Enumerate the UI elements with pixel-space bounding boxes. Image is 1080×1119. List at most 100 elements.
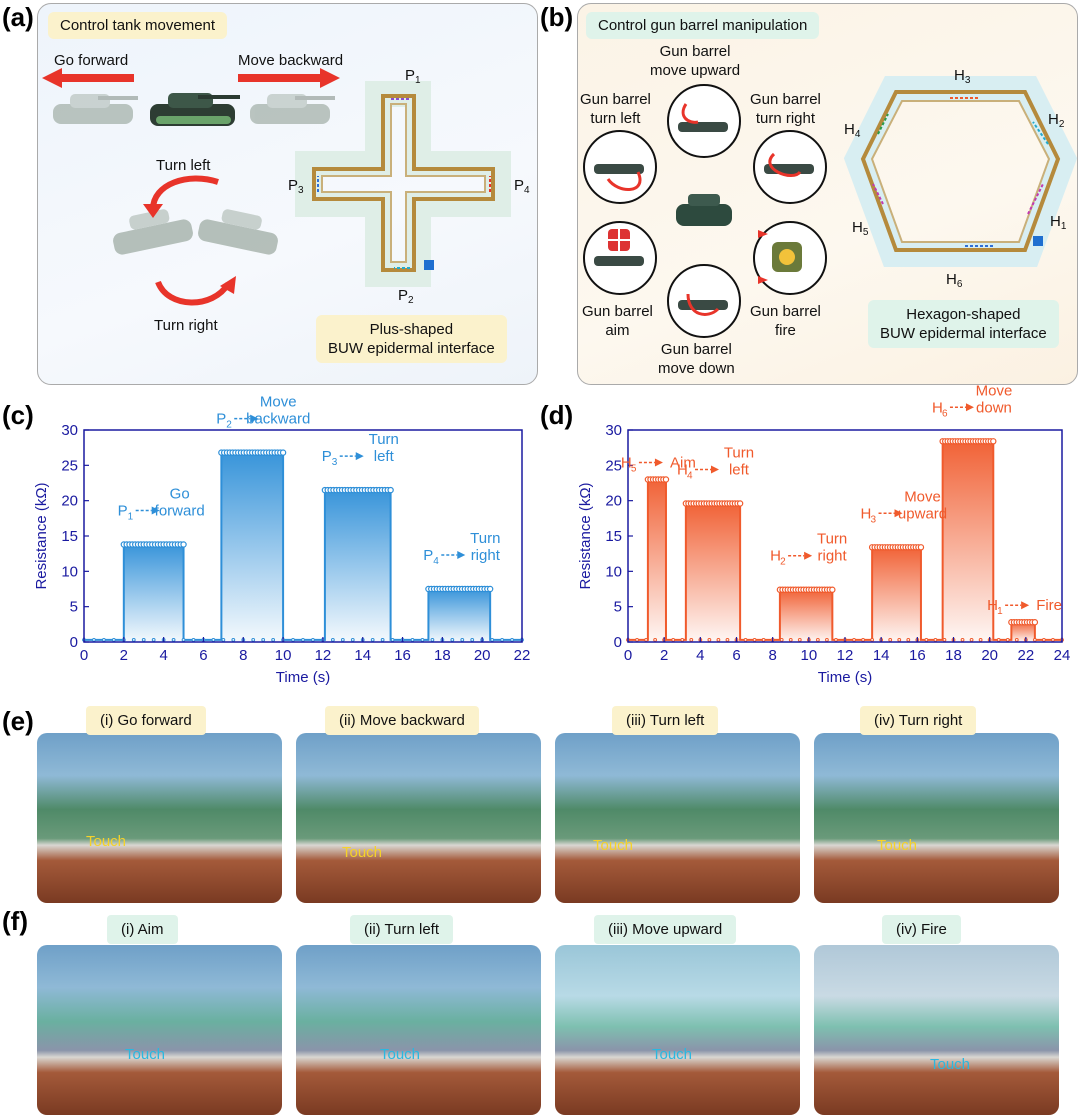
x-tick-label: 14	[873, 647, 890, 664]
touch-f-2: Touch	[380, 1046, 421, 1063]
point-h2: H2	[1048, 111, 1065, 130]
pulse-action-label: Turn	[817, 531, 847, 548]
baseline-point	[450, 637, 455, 642]
baseline-point	[689, 637, 694, 642]
tank-main	[150, 93, 240, 126]
pulse-arrow-head	[355, 452, 364, 461]
pulse-point-label: H	[932, 399, 943, 416]
x-tick-label: 4	[159, 647, 167, 664]
x-tick-label: 4	[696, 647, 704, 664]
x-tick-label: 20	[474, 647, 491, 664]
panel-letter-f: (f)	[2, 906, 28, 936]
label-turn-right: Gun barrel turn right	[750, 91, 821, 127]
baseline-point	[410, 637, 415, 642]
pulse-action-label: Turn	[470, 530, 500, 547]
y-tick-label: 5	[70, 599, 78, 616]
pulse-fill-4	[872, 547, 921, 642]
pulse-fill-5	[942, 441, 994, 642]
pulse-point-label: H	[987, 597, 998, 614]
pulse-action-label: Go	[170, 485, 190, 502]
pulse-4-point	[486, 585, 494, 593]
panel-a-title: Control tank movement	[48, 12, 228, 39]
baseline-point	[852, 637, 856, 642]
pulse-fill-3	[779, 589, 833, 642]
baseline-point	[271, 637, 276, 642]
baseline-point	[1051, 637, 1055, 642]
baseline-point	[725, 637, 730, 642]
baseline-point	[111, 637, 116, 642]
baseline-point	[251, 637, 256, 642]
x-tick-label: 24	[1054, 647, 1071, 664]
baseline-point	[330, 637, 335, 642]
x-tick-label: 14	[354, 647, 371, 664]
pulse-2-point	[736, 500, 744, 507]
pulse-action-label: forward	[155, 502, 205, 519]
baseline-point	[231, 637, 236, 642]
panel-letter-c: (c)	[2, 400, 34, 430]
touch-e-2: Touch	[342, 844, 383, 861]
caption-f-2: (ii) Turn left	[350, 915, 454, 944]
baseline-point	[671, 637, 676, 642]
label-move-down: Gun barrel move down	[658, 341, 735, 377]
point-p4: P4	[514, 177, 530, 196]
tank-ghost-right	[250, 94, 335, 124]
y-tick-label: 30	[605, 422, 622, 439]
photo-e-3	[555, 733, 800, 903]
pulse-action-label: left	[729, 461, 750, 478]
touch-f-4: Touch	[930, 1056, 971, 1073]
pulse-action-label: Move	[904, 488, 941, 505]
touch-e-4: Touch	[877, 837, 918, 854]
panel-b-box: Control gun barrel manipulation	[577, 3, 1078, 385]
photo-e-1	[37, 733, 282, 903]
baseline-point	[1014, 637, 1019, 642]
baseline-point	[420, 637, 425, 642]
baseline-point	[834, 637, 838, 642]
pulse-point-label: H	[677, 461, 688, 478]
x-tick-label: 10	[800, 647, 817, 664]
pulse-5-point	[990, 438, 997, 445]
baseline-point	[779, 637, 784, 642]
x-tick-label: 0	[80, 647, 88, 664]
pulse-point-label: H	[861, 505, 872, 522]
pulse-point-sub: 1	[128, 511, 134, 522]
baseline-point	[716, 637, 721, 642]
point-h6: H6	[946, 271, 963, 290]
y-tick-label: 25	[61, 457, 78, 474]
pulse-point-sub: 4	[433, 556, 439, 567]
pulse-fill-1	[647, 479, 666, 642]
caption-e-1: (i) Go forward	[86, 706, 206, 735]
pulse-point-label: P	[216, 411, 226, 428]
panel-a-box: Control tank movement Go forward Move ba…	[37, 3, 538, 385]
y-tick-label: 15	[605, 528, 622, 545]
baseline-point	[960, 637, 965, 642]
baseline-point	[490, 637, 495, 642]
baseline-point	[797, 637, 802, 642]
baseline-point	[815, 637, 820, 642]
panel-letter-d: (d)	[540, 400, 574, 430]
baseline-point	[1042, 637, 1046, 642]
x-tick-label: 10	[275, 647, 292, 664]
panel-b-title: Control gun barrel manipulation	[586, 12, 820, 39]
baseline-point	[261, 637, 266, 642]
pulse-action-label: upward	[898, 505, 947, 522]
baseline-point	[470, 637, 475, 642]
pulse-action-label: Turn	[369, 431, 399, 448]
photo-f-3	[555, 945, 800, 1115]
x-tick-label: 20	[981, 647, 998, 664]
photo-f-4	[814, 945, 1059, 1115]
baseline-point	[635, 637, 639, 642]
touch-f-3: Touch	[652, 1046, 693, 1063]
pulse-action-label: right	[471, 547, 501, 564]
baseline-point	[151, 637, 156, 642]
panel-a-illustration	[42, 68, 511, 306]
pulse-fill-6	[1011, 622, 1035, 642]
go-forward-label: Go forward	[54, 52, 129, 69]
baseline-point	[221, 637, 226, 642]
x-tick-label: 18	[434, 647, 451, 664]
pulse-annotation-6: H 1 Fire	[987, 597, 1062, 617]
baseline-point	[870, 637, 875, 642]
pulse-6-point	[1031, 619, 1039, 626]
